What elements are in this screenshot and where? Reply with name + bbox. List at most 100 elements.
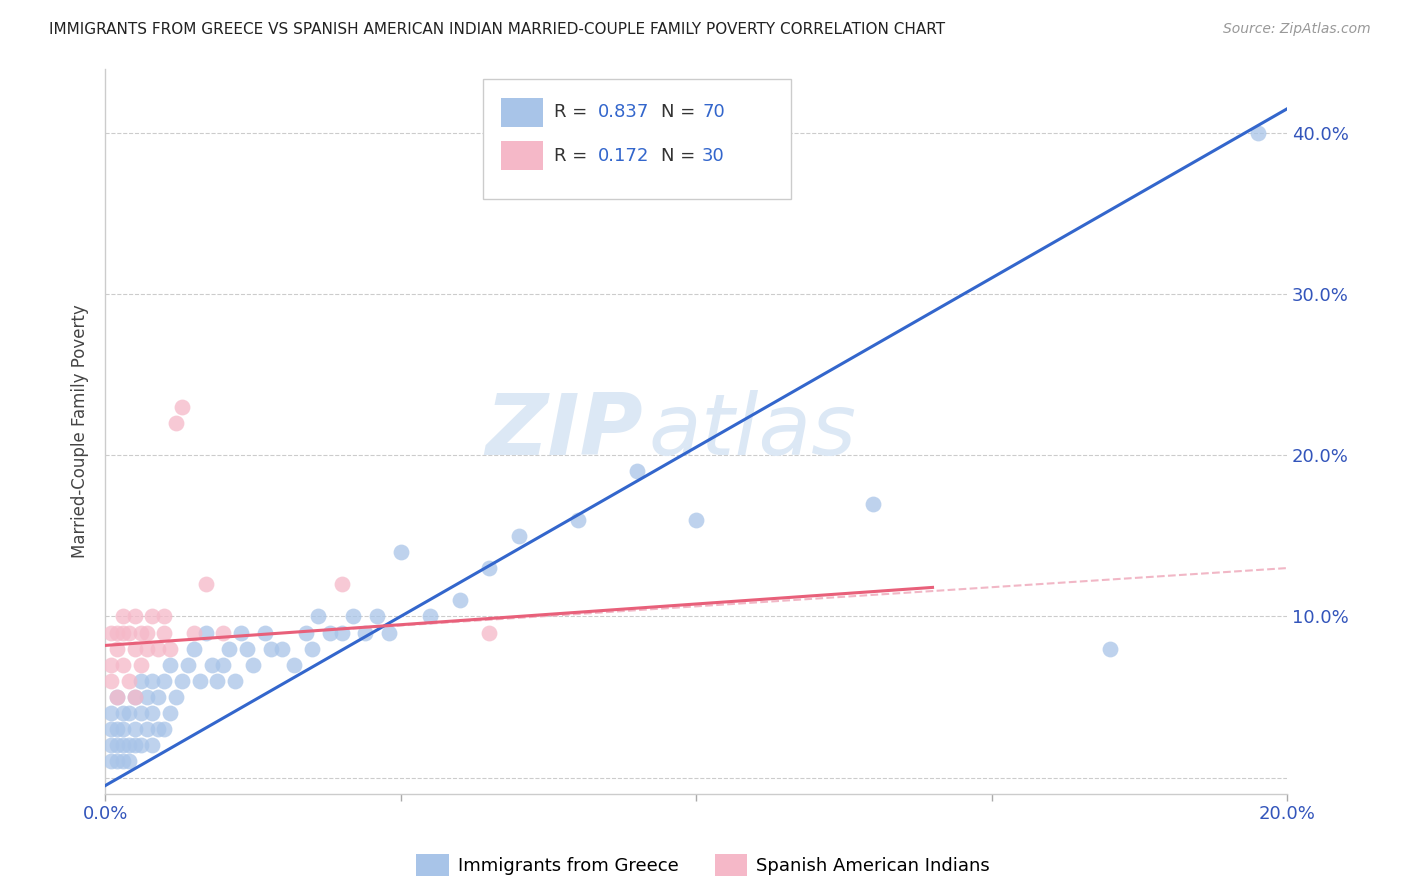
Point [183,625,205,640]
Text: IMMIGRANTS FROM GREECE VS SPANISH AMERICAN INDIAN MARRIED-COUPLE FAMILY POVERTY : IMMIGRANTS FROM GREECE VS SPANISH AMERIC… [49,22,945,37]
Point [111,625,134,640]
Point [253,625,276,640]
Point [330,577,353,591]
Point [165,416,187,430]
Point [105,625,128,640]
Point [100,673,122,688]
Text: 30: 30 [702,146,725,164]
Point [194,577,217,591]
Point [229,625,252,640]
Point [862,497,884,511]
Point [159,657,181,672]
FancyBboxPatch shape [484,79,790,199]
Point [212,625,235,640]
Y-axis label: Married-Couple Family Poverty: Married-Couple Family Poverty [72,304,89,558]
Point [124,641,146,656]
Point [236,641,259,656]
Point [105,755,128,769]
Point [141,609,163,624]
Text: 70: 70 [702,103,725,121]
Point [271,641,294,656]
Point [366,609,388,624]
Point [153,673,176,688]
Point [129,706,152,720]
Point [449,593,471,607]
Point [129,625,152,640]
Point [685,513,707,527]
Point [389,545,412,559]
Point [118,673,141,688]
Point [141,706,163,720]
Text: N =: N = [661,146,700,164]
Text: atlas: atlas [650,390,856,473]
Point [626,464,648,478]
Point [105,723,128,737]
Point [111,739,134,753]
Point [242,657,264,672]
Point [100,625,122,640]
Point [118,739,141,753]
Point [135,690,157,704]
Point [207,673,229,688]
Text: R =: R = [554,103,593,121]
Point [118,706,141,720]
FancyBboxPatch shape [501,97,543,127]
Point [200,657,222,672]
Point [354,625,377,640]
Point [105,739,128,753]
Point [508,529,530,543]
Point [100,723,122,737]
Point [260,641,283,656]
Point [111,657,134,672]
Point [111,723,134,737]
Point [153,723,176,737]
Point [478,625,501,640]
Point [124,739,146,753]
Point [283,657,305,672]
Point [212,657,235,672]
Point [148,690,170,704]
Point [301,641,323,656]
Point [129,739,152,753]
Text: Source: ZipAtlas.com: Source: ZipAtlas.com [1223,22,1371,37]
Point [307,609,329,624]
Point [342,609,364,624]
Point [153,625,176,640]
FancyBboxPatch shape [501,141,543,170]
Point [159,641,181,656]
Point [165,690,187,704]
Point [567,513,589,527]
Text: ZIP: ZIP [485,390,643,473]
Point [148,641,170,656]
Point [124,723,146,737]
Text: N =: N = [661,103,700,121]
Point [170,400,193,414]
Text: 0.172: 0.172 [598,146,650,164]
Point [105,690,128,704]
Point [183,641,205,656]
Point [100,657,122,672]
Point [159,706,181,720]
Legend: Immigrants from Greece, Spanish American Indians: Immigrants from Greece, Spanish American… [409,847,997,883]
Point [111,755,134,769]
Point [129,657,152,672]
Point [478,561,501,575]
Point [118,625,141,640]
Point [111,609,134,624]
Point [124,690,146,704]
Point [124,609,146,624]
Text: 0.837: 0.837 [598,103,650,121]
Point [218,641,240,656]
Point [194,625,217,640]
Point [141,739,163,753]
Point [135,625,157,640]
Point [135,641,157,656]
Text: R =: R = [554,146,593,164]
Point [118,755,141,769]
Point [319,625,342,640]
Point [295,625,318,640]
Point [378,625,401,640]
Point [141,673,163,688]
Point [100,706,122,720]
Point [148,723,170,737]
